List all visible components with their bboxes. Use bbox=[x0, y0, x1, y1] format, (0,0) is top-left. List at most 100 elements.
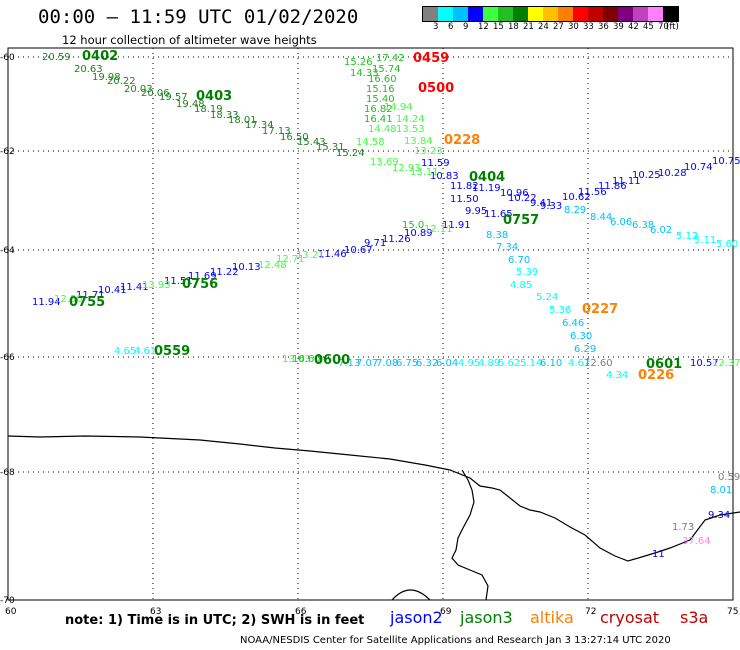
latitude-tick-label: -66 bbox=[0, 353, 15, 363]
wave-height-value: 13.23 bbox=[414, 146, 443, 157]
wave-height-value: 15.0 bbox=[402, 220, 424, 231]
wave-height-value: 11.86 bbox=[598, 181, 627, 192]
wave-height-value: 10.89 bbox=[404, 228, 433, 239]
wave-height-value: 37.64 bbox=[682, 536, 711, 547]
wave-height-value: 15.26 bbox=[344, 57, 373, 68]
wave-height-value: 15.31 bbox=[316, 142, 345, 153]
wave-height-value: 15.16 bbox=[366, 84, 395, 95]
latitude-tick-label: -68 bbox=[0, 468, 15, 478]
wave-height-value: 9.71 bbox=[364, 238, 386, 249]
colorbar-label: 39 bbox=[613, 22, 624, 32]
wave-height-value: 12.11 bbox=[424, 224, 453, 235]
wave-height-value: 20.03 bbox=[124, 84, 153, 95]
colorbar-label: 9 bbox=[463, 22, 469, 32]
wave-height-value: 8.38 bbox=[486, 230, 508, 241]
wave-height-value: 4.89 bbox=[478, 358, 500, 369]
wave-height-value: 12.80 bbox=[54, 294, 83, 305]
wave-height-value: 12.71 bbox=[276, 254, 305, 265]
wave-height-value: 12.48 bbox=[258, 260, 287, 271]
longitude-tick-label: 69 bbox=[440, 607, 452, 617]
wave-height-value: 9.33 bbox=[540, 201, 562, 212]
pass-time-label: 0756 bbox=[182, 277, 218, 292]
wave-height-value: 7.34 bbox=[496, 242, 518, 253]
longitude-tick-label: 63 bbox=[150, 607, 161, 617]
colorbar-label: 18 bbox=[508, 22, 519, 32]
colorbar-cell bbox=[468, 7, 483, 21]
wave-height-value: 14.24 bbox=[396, 114, 425, 125]
wave-height-value: 14.33 bbox=[350, 68, 379, 79]
longitude-tick-label: 60 bbox=[5, 607, 17, 617]
colorbar-cell bbox=[453, 7, 468, 21]
colorbar bbox=[422, 6, 679, 22]
wave-height-value: 18.19 bbox=[194, 104, 223, 115]
pass-time-label: 0459 bbox=[413, 51, 449, 66]
wave-height-value: 13.84 bbox=[404, 136, 433, 147]
longitude-tick-label: 66 bbox=[295, 607, 307, 617]
colorbar-cell bbox=[483, 7, 498, 21]
wave-height-value: 11.22 bbox=[210, 267, 239, 278]
wave-height-value: 17.42 bbox=[376, 53, 405, 64]
wave-height-value: 10.22 bbox=[508, 193, 537, 204]
colorbar-label: 30 bbox=[568, 22, 579, 32]
colorbar-cell bbox=[513, 7, 528, 21]
wave-height-value: 18.33 bbox=[210, 110, 239, 121]
wave-height-value: 17.34 bbox=[245, 120, 274, 131]
wave-height-value: 11.50 bbox=[450, 194, 479, 205]
colorbar-label: 45 bbox=[643, 22, 654, 32]
wave-height-value: 16.60 bbox=[292, 354, 321, 365]
wave-height-value: 11.91 bbox=[442, 220, 471, 231]
wave-height-value: 12.60 bbox=[584, 358, 613, 369]
wave-height-value: 10.83 bbox=[430, 171, 459, 182]
wave-height-value: 4.67 bbox=[568, 358, 590, 369]
wave-height-value: 16.50 bbox=[280, 132, 309, 143]
wave-height-value: 6.46 bbox=[562, 318, 584, 329]
wave-height-value: 11.82 bbox=[450, 181, 479, 192]
wave-height-value: 5.12 bbox=[676, 231, 698, 242]
colorbar-cell bbox=[663, 7, 678, 21]
wave-labels: 20.5920.6319.9820.2220.0320.0619.5719.48… bbox=[32, 52, 740, 560]
colorbar-label: (ft) bbox=[666, 22, 679, 32]
wave-height-value: 5.11 bbox=[694, 235, 716, 246]
colorbar-cell bbox=[618, 7, 633, 21]
wave-height-value: 5.60 bbox=[716, 239, 738, 250]
wave-height-value: 5.62 bbox=[498, 358, 520, 369]
wave-height-value: 10.96 bbox=[500, 188, 529, 199]
colorbar-label: 42 bbox=[628, 22, 639, 32]
wave-height-value: 7.13 bbox=[338, 358, 360, 369]
colorbar-cell bbox=[423, 7, 438, 21]
wave-height-value: 11.94 bbox=[32, 297, 61, 308]
wave-height-value: 12.93 bbox=[392, 163, 421, 174]
wave-height-value: 10.28 bbox=[658, 168, 687, 179]
colorbar-label: 12 bbox=[478, 22, 489, 32]
wave-height-value: 8.01 bbox=[710, 485, 732, 496]
colorbar-label: 21 bbox=[523, 22, 534, 32]
wave-height-value: 19.48 bbox=[176, 99, 205, 110]
wave-height-value: 10.75 bbox=[712, 156, 740, 167]
page-subtitle: 12 hour collection of altimeter wave hei… bbox=[62, 33, 317, 47]
wave-height-value: 9.41 bbox=[530, 198, 552, 209]
wave-height-value: 11.65 bbox=[484, 209, 513, 220]
pass-time-label: 0601 bbox=[646, 357, 682, 372]
pass-time-label: 0559 bbox=[154, 344, 190, 359]
colorbar-cell bbox=[558, 7, 573, 21]
colorbar-label: 70 bbox=[658, 22, 669, 32]
wave-height-value: 15.24 bbox=[336, 148, 365, 159]
colorbar-cell bbox=[603, 7, 618, 21]
wave-height-value: 5.14 bbox=[520, 358, 542, 369]
footer-credit: NOAA/NESDIS Center for Satellite Applica… bbox=[240, 635, 671, 646]
wave-height-value: 19.57 bbox=[159, 92, 188, 103]
wave-height-value: 16.60 bbox=[368, 74, 397, 85]
wave-height-value: 9.34 bbox=[708, 510, 730, 521]
wave-height-value: 13.93 bbox=[142, 280, 171, 291]
wave-height-value: 10.41 bbox=[98, 285, 127, 296]
wave-height-value: 11.56 bbox=[578, 187, 607, 198]
latitude-tick-label: -60 bbox=[0, 53, 15, 63]
longitude-tick-label: 72 bbox=[585, 607, 596, 617]
wave-height-value: 14.94 bbox=[384, 102, 413, 113]
wave-height-value: 11.46 bbox=[318, 249, 347, 260]
wave-height-value: 11.19 bbox=[472, 183, 501, 194]
pass-time-label: 0228 bbox=[444, 133, 480, 148]
wave-height-value: 4.95 bbox=[458, 358, 480, 369]
colorbar-cell bbox=[528, 7, 543, 21]
